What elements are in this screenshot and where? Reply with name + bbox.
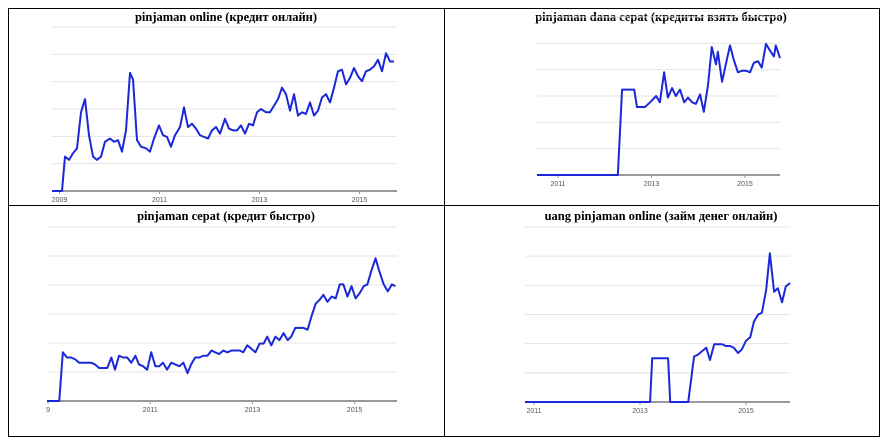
trend-line: [537, 42, 781, 176]
x-tick-label: 2015: [738, 408, 754, 415]
x-tick-label: 2015: [737, 181, 753, 188]
x-tick-label: 9: [46, 407, 50, 414]
x-tick-label: 2011: [550, 181, 565, 188]
trend-line: [52, 52, 394, 192]
chart-title: uang pinjaman online (займ денег онлайн): [545, 209, 778, 223]
x-tick-label: 2009: [52, 197, 68, 204]
x-tick-label: 2013: [245, 407, 261, 414]
chart-title: pinjaman online (кредит онлайн): [135, 10, 317, 24]
x-tick-label: 2013: [252, 197, 268, 204]
x-tick-label: 2013: [632, 408, 648, 415]
x-tick-label: 2015: [352, 197, 368, 204]
x-tick-label: 2013: [644, 181, 660, 188]
chart-title: pinjaman cepat (кредит быстро): [137, 209, 315, 223]
x-tick-label: 2011: [143, 407, 158, 414]
trend-line: [47, 257, 396, 402]
x-tick-label: 2011: [152, 197, 167, 204]
x-tick-label: 2015: [347, 407, 363, 414]
x-tick-label: 2011: [526, 408, 541, 415]
trend-line: [525, 252, 791, 403]
